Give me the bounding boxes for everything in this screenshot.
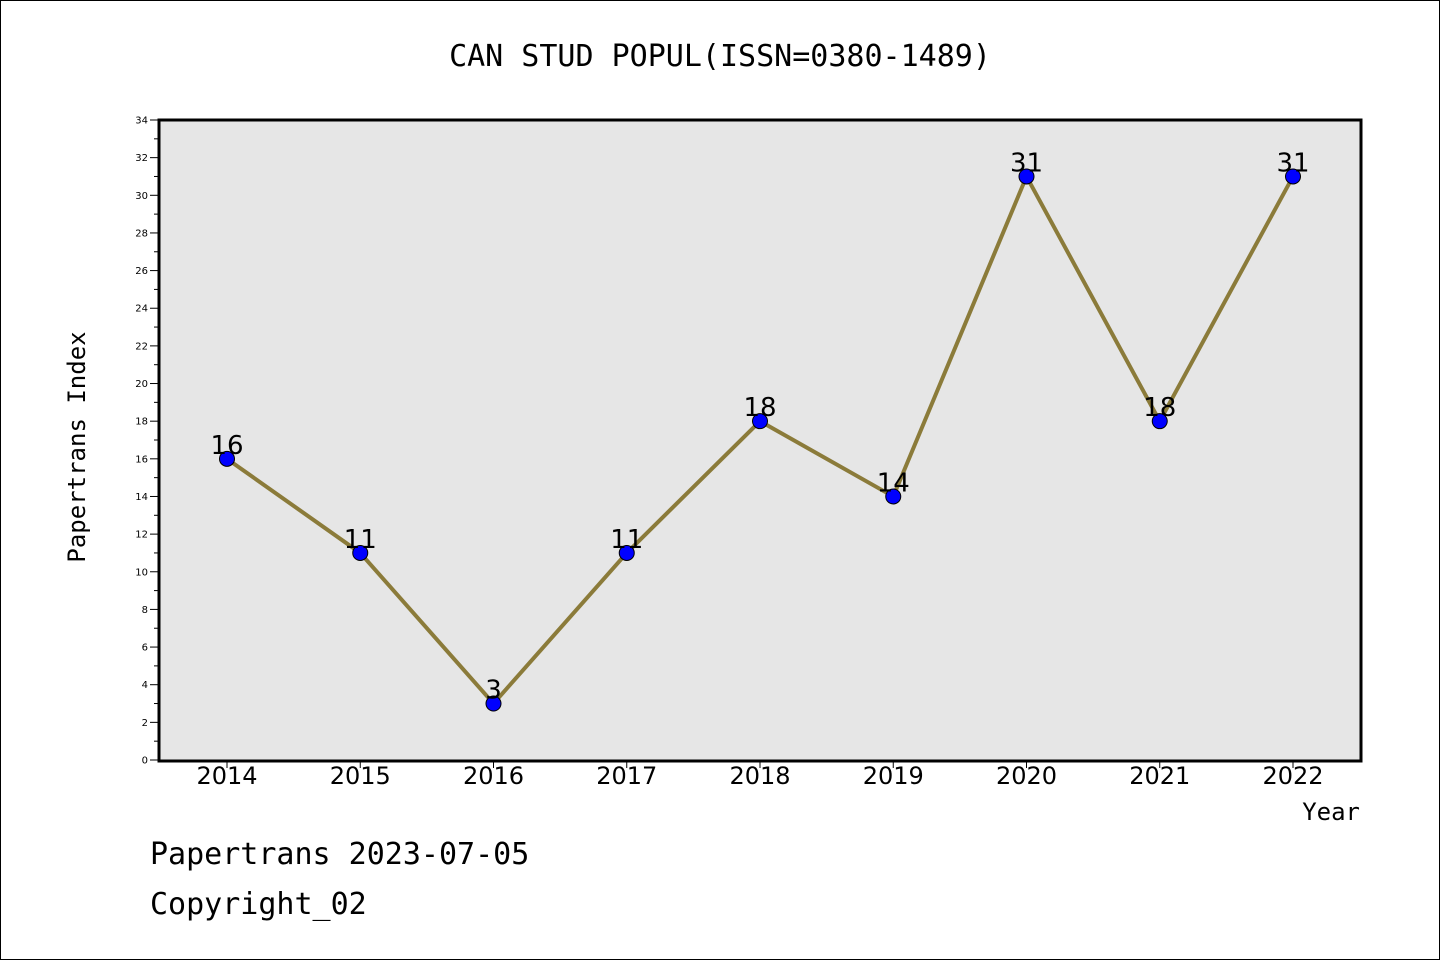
y-tick-label: 14 <box>135 492 148 503</box>
data-label: 18 <box>743 393 776 423</box>
y-tick-label: 2 <box>142 718 148 729</box>
data-point <box>885 488 902 505</box>
x-tick-label: 2021 <box>1129 762 1190 790</box>
data-label: 11 <box>344 525 377 555</box>
footer-date: Papertrans 2023-07-05 <box>150 837 529 872</box>
data-label: 18 <box>1143 393 1176 423</box>
data-label: 14 <box>877 468 910 498</box>
y-tick-label: 8 <box>142 605 148 616</box>
y-tick-label: 34 <box>135 116 148 127</box>
y-tick-label: 30 <box>135 191 148 202</box>
footer-copyright: Copyright_02 <box>150 887 367 922</box>
data-point <box>1151 413 1168 430</box>
y-tick-label: 0 <box>142 756 148 767</box>
x-tick-label: 2014 <box>196 762 257 790</box>
data-label: 16 <box>210 431 243 461</box>
y-tick-label: 18 <box>135 417 148 428</box>
x-tick-label: 2022 <box>1262 762 1323 790</box>
data-label: 11 <box>610 525 643 555</box>
y-tick-label: 32 <box>135 153 148 164</box>
y-tick-label: 10 <box>135 567 148 578</box>
data-label: 31 <box>1010 148 1043 178</box>
y-tick-label: 26 <box>135 266 148 277</box>
x-tick-label: 2015 <box>330 762 391 790</box>
data-label: 31 <box>1276 148 1309 178</box>
plot-area <box>157 118 1363 763</box>
y-axis-label: Papertrans Index <box>63 331 91 562</box>
data-point <box>1018 168 1035 185</box>
data-point <box>485 695 502 712</box>
data-point <box>352 544 369 561</box>
y-tick-label: 20 <box>135 379 148 390</box>
y-tick-label: 12 <box>135 530 148 541</box>
y-tick-label: 24 <box>135 304 148 315</box>
data-label: 3 <box>485 676 502 706</box>
chart-title: CAN STUD POPUL(ISSN=0380-1489) <box>449 39 991 74</box>
x-axis-label: Year <box>1302 798 1360 826</box>
series-group <box>219 168 1301 712</box>
x-tick-label: 2017 <box>596 762 657 790</box>
x-tick-label: 2018 <box>729 762 790 790</box>
y-tick-label: 22 <box>135 341 148 352</box>
data-point <box>752 413 768 430</box>
y-tick-label: 6 <box>142 643 148 654</box>
x-tick-label: 2016 <box>463 762 524 790</box>
x-axis: 2014 2015 2016 2017 2018 2019 2020 2021 2022 <box>196 760 1324 790</box>
y-tick-label: 4 <box>142 680 148 691</box>
data-point <box>1285 168 1301 185</box>
y-tick-label: 16 <box>135 454 148 465</box>
y-tick-label: 28 <box>135 228 148 239</box>
data-point <box>618 544 635 561</box>
data-point <box>219 450 235 467</box>
x-tick-label: 2020 <box>996 762 1057 790</box>
x-tick-label: 2019 <box>863 762 924 790</box>
data-labels: 16 11 3 11 18 14 31 18 31 <box>210 148 1309 705</box>
